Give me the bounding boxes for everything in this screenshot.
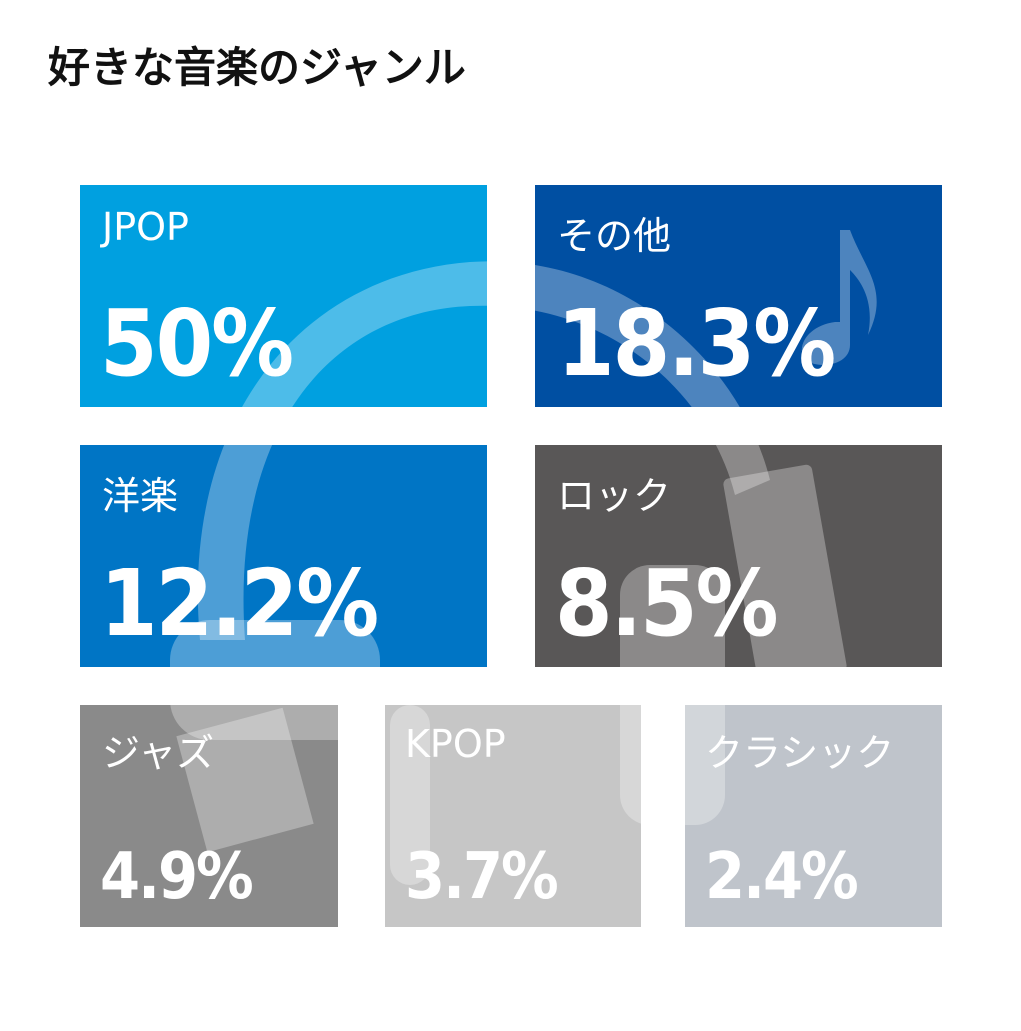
tile-label: その他: [557, 214, 672, 258]
tile-label: KPOP: [405, 722, 506, 766]
tile-value: 8.5%: [555, 550, 779, 657]
tile: [80, 185, 487, 407]
page-title: 好きな音楽のジャンル: [48, 43, 466, 92]
tile-value: 18.3%: [557, 290, 836, 397]
tile-value: 2.4%: [705, 840, 859, 914]
tile-label: 洋楽: [102, 474, 179, 518]
tile: [385, 705, 641, 927]
tile: [685, 705, 942, 927]
tile: [80, 705, 338, 927]
tile: [80, 445, 487, 667]
tile: [535, 445, 942, 667]
tile-value: 4.9%: [100, 840, 254, 914]
tile-value: 50%: [100, 290, 294, 397]
tile-value: 3.7%: [405, 840, 559, 914]
tile: [535, 185, 942, 407]
tile-value: 12.2%: [100, 550, 379, 657]
tile-label: JPOP: [102, 205, 189, 249]
tile-label: ジャズ: [102, 731, 215, 775]
tile-label: ロック: [557, 474, 672, 518]
tile-label: クラシック: [705, 731, 895, 775]
